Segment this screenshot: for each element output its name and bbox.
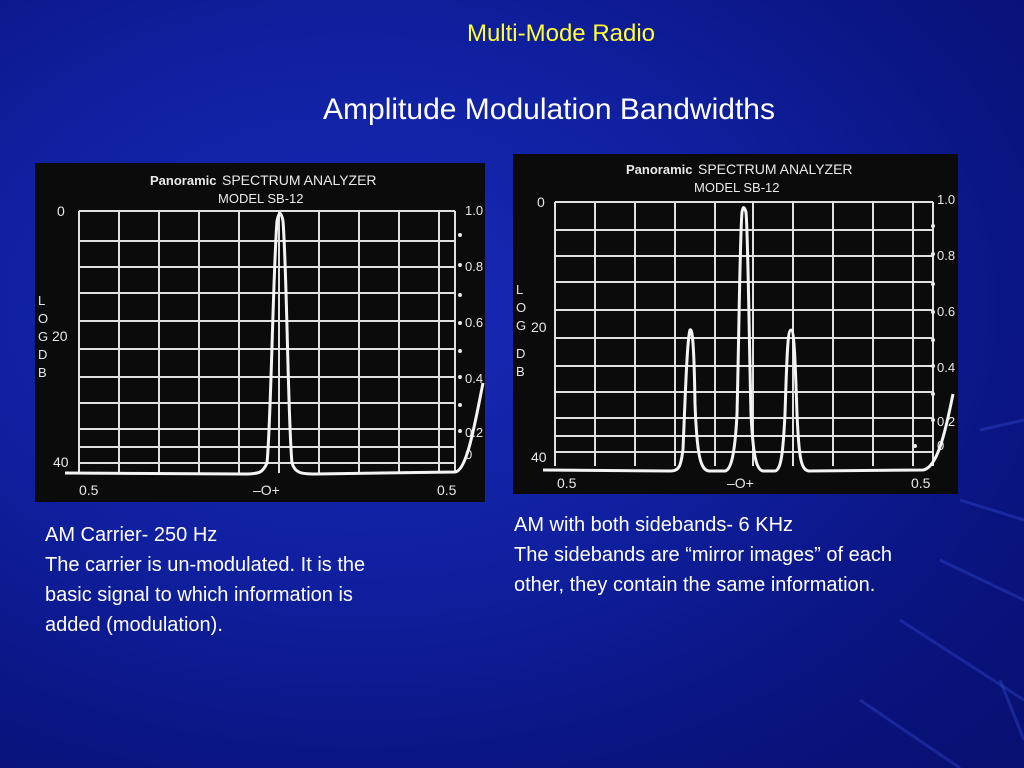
tick-40: 40 xyxy=(53,454,69,470)
svg-text:0.5: 0.5 xyxy=(79,482,99,498)
slide-title-text: Amplitude Modulation Bandwidths xyxy=(323,93,775,126)
bottom-axis: 0.5 –O+ 0.5 xyxy=(557,475,931,491)
svg-text:–O+: –O+ xyxy=(253,482,280,498)
svg-text:0.5: 0.5 xyxy=(911,475,931,491)
svg-text:0.6: 0.6 xyxy=(937,304,955,319)
svg-text:0.6: 0.6 xyxy=(465,315,483,330)
left-caption-line: basic signal to which information is xyxy=(45,584,353,606)
analyzer-name: SPECTRUM ANALYZER xyxy=(698,161,853,177)
analyzer-model: MODEL SB-12 xyxy=(694,180,780,195)
right-caption: AM with both sidebands- 6 KHz The sideba… xyxy=(514,510,892,600)
tick-40: 40 xyxy=(531,449,547,465)
slide-title: Amplitude Modulation Bandwidths xyxy=(0,93,1024,127)
svg-text:0.8: 0.8 xyxy=(465,259,483,274)
spectrum-photo-left: Panoramic SPECTRUM ANALYZER MODEL SB-12 xyxy=(35,163,485,502)
right-caption-heading: AM with both sidebands- 6 KHz xyxy=(514,514,794,536)
tick-20: 20 xyxy=(531,319,547,335)
svg-text:–O+: –O+ xyxy=(727,475,754,491)
svg-text:L: L xyxy=(516,282,523,297)
right-caption-line: other, they contain the same information… xyxy=(514,574,876,596)
carrier-trace xyxy=(64,212,485,476)
analyzer-brand: Panoramic xyxy=(150,173,216,188)
analyzer-brand: Panoramic xyxy=(626,162,692,177)
svg-text:O: O xyxy=(38,311,48,326)
log-db-label: L O G D B xyxy=(516,282,526,379)
tick-0: 0 xyxy=(57,203,65,219)
graticule xyxy=(78,210,456,473)
tick-0: 0 xyxy=(537,194,545,210)
svg-text:D: D xyxy=(38,347,47,362)
bottom-axis: 0.5 –O+ 0.5 xyxy=(79,482,457,498)
analyzer-model: MODEL SB-12 xyxy=(218,191,304,206)
svg-text:0: 0 xyxy=(465,447,472,462)
header-title: Multi-Mode Radio xyxy=(466,20,656,47)
svg-text:0.4: 0.4 xyxy=(465,371,483,386)
svg-text:0.8: 0.8 xyxy=(937,248,955,263)
right-caption-line: The sidebands are “mirror images” of eac… xyxy=(514,544,892,566)
spectrum-display-right: Panoramic SPECTRUM ANALYZER MODEL SB-12 xyxy=(516,161,955,491)
svg-text:1.0: 1.0 xyxy=(465,203,483,218)
svg-text:0.5: 0.5 xyxy=(437,482,457,498)
left-caption: AM Carrier- 250 Hz The carrier is un-mod… xyxy=(45,520,365,640)
analyzer-name: SPECTRUM ANALYZER xyxy=(222,172,377,188)
spectrum-display-left: Panoramic SPECTRUM ANALYZER MODEL SB-12 xyxy=(38,172,485,498)
svg-text:O: O xyxy=(516,300,526,315)
right-axis-dots xyxy=(458,233,462,433)
left-caption-line: added (modulation). xyxy=(45,614,223,636)
svg-text:B: B xyxy=(516,364,525,379)
svg-text:0.4: 0.4 xyxy=(937,360,955,375)
left-axis-ticks: 0 20 40 xyxy=(52,203,69,470)
svg-text:0.5: 0.5 xyxy=(557,475,577,491)
log-db-label: L O G D B xyxy=(38,293,48,380)
right-axis-ticks: 1.0 0.8 0.6 0.4 0.2 0 xyxy=(937,192,955,453)
left-axis-ticks: 0 20 40 xyxy=(531,194,547,465)
graticule xyxy=(554,201,934,466)
svg-text:D: D xyxy=(516,346,525,361)
spectrum-photo-right: Panoramic SPECTRUM ANALYZER MODEL SB-12 xyxy=(513,154,958,494)
tick-20: 20 xyxy=(52,328,68,344)
svg-text:G: G xyxy=(38,329,48,344)
right-axis-dots xyxy=(913,224,935,448)
svg-text:B: B xyxy=(38,365,47,380)
svg-text:1.0: 1.0 xyxy=(937,192,955,207)
sideband-trace xyxy=(542,206,955,473)
svg-text:L: L xyxy=(38,293,45,308)
left-caption-heading: AM Carrier- 250 Hz xyxy=(45,524,218,546)
slide-header: Multi-Mode Radio xyxy=(0,20,1024,48)
svg-text:G: G xyxy=(516,318,526,333)
left-caption-line: The carrier is un-modulated. It is the xyxy=(45,554,366,576)
